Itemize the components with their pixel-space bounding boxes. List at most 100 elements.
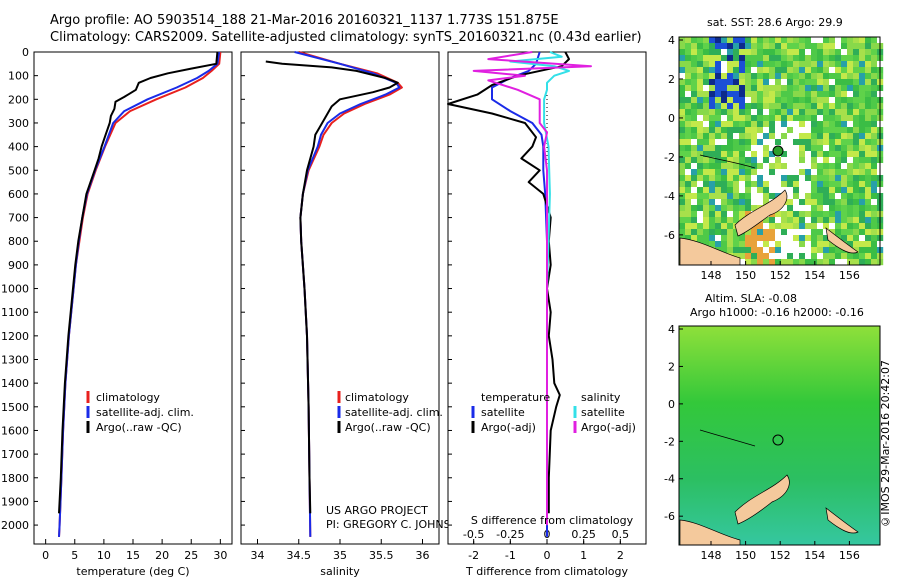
sst-cell xyxy=(739,61,746,68)
sst-cell xyxy=(811,217,818,224)
sst-cell xyxy=(703,151,710,158)
sst-cell xyxy=(679,199,686,206)
sst-cell xyxy=(739,127,746,134)
sst-cell xyxy=(805,43,812,50)
sst-cell xyxy=(685,127,692,134)
sst-cell xyxy=(757,181,764,188)
sst-cell xyxy=(685,55,692,62)
sst-cell xyxy=(745,235,752,242)
depth-tick-label: 700 xyxy=(8,212,29,225)
sst-cell xyxy=(865,145,872,152)
sst-cell xyxy=(787,97,794,104)
legend-label: Argo(..raw -QC) xyxy=(96,421,182,434)
sst-cell xyxy=(859,223,866,230)
sst-cell xyxy=(727,55,734,62)
sst-cell xyxy=(763,151,770,158)
sst-cell xyxy=(703,73,710,80)
sst-cell xyxy=(739,85,746,92)
sst-cell xyxy=(853,133,860,140)
sst-cell xyxy=(865,85,872,92)
sst-cell xyxy=(859,169,866,176)
sst-cell xyxy=(751,157,758,164)
sst-cell xyxy=(751,133,758,140)
sst-cell xyxy=(751,97,758,104)
sst-cell xyxy=(691,145,698,152)
sst-cell xyxy=(739,181,746,188)
temperature-xlabel: temperature (deg C) xyxy=(76,565,189,578)
sst-cell xyxy=(829,211,836,218)
sst-cell xyxy=(793,259,800,266)
sst-cell xyxy=(823,163,830,170)
sst-cell xyxy=(757,109,764,116)
sst-cell xyxy=(823,73,830,80)
sst-cell xyxy=(697,157,704,164)
sst-cell xyxy=(685,61,692,68)
sst-cell xyxy=(859,109,866,116)
sst-cell xyxy=(691,37,698,44)
sst-cell xyxy=(799,175,806,182)
sst-cell xyxy=(721,127,728,134)
sst-cell xyxy=(751,85,758,92)
sst-cell xyxy=(751,43,758,50)
depth-tick-label: 400 xyxy=(8,141,29,154)
sst-cell xyxy=(763,115,770,122)
sst-cell xyxy=(739,37,746,44)
bougainville-island xyxy=(825,227,859,254)
sst-cell xyxy=(739,199,746,206)
sst-cell xyxy=(763,175,770,182)
sst-cell xyxy=(685,169,692,176)
sst-cell xyxy=(727,91,734,98)
sst-cell xyxy=(685,223,692,230)
sst-cell xyxy=(709,175,716,182)
depth-tick-label: 800 xyxy=(8,235,29,248)
sla-map-title: Altim. SLA: -0.08 xyxy=(705,292,798,305)
sst-cell xyxy=(721,49,728,56)
sst-cell xyxy=(781,175,788,182)
sst-cell xyxy=(847,145,854,152)
lon-tick-label: 148 xyxy=(701,269,722,282)
sst-cell xyxy=(811,187,818,194)
sst-cell xyxy=(721,79,728,86)
sst-cell xyxy=(727,157,734,164)
sst-cell xyxy=(769,175,776,182)
sst-cell xyxy=(865,259,872,266)
sst-cell xyxy=(841,85,848,92)
sst-cell xyxy=(721,211,728,218)
sst-cell xyxy=(829,79,836,86)
sst-cell xyxy=(739,187,746,194)
sst-cell xyxy=(679,121,686,128)
sst-cell xyxy=(871,163,878,170)
sst-cell xyxy=(703,121,710,128)
sst-cell xyxy=(763,169,770,176)
sst-cell xyxy=(715,79,722,86)
sst-cell xyxy=(709,139,716,146)
sst-cell xyxy=(817,181,824,188)
sst-cell xyxy=(871,241,878,248)
sst-cell xyxy=(847,49,854,56)
sst-cell xyxy=(769,241,776,248)
sst-cell xyxy=(835,133,842,140)
sst-cell xyxy=(703,37,710,44)
sst-cell xyxy=(769,139,776,146)
sst-cell xyxy=(709,151,716,158)
sst-cell xyxy=(853,169,860,176)
sst-cell xyxy=(793,169,800,176)
sst-cell xyxy=(751,55,758,62)
sst-cell xyxy=(757,121,764,128)
salinity-legend: climatology satellite-adj. clim. Argo(..… xyxy=(337,391,443,434)
sst-cell xyxy=(775,37,782,44)
sst-cell xyxy=(787,259,794,266)
sst-cell xyxy=(799,103,806,110)
sst-cell xyxy=(787,253,794,260)
sst-cell xyxy=(853,61,860,68)
sst-cell xyxy=(871,85,878,92)
sst-cell xyxy=(829,103,836,110)
sst-cell xyxy=(817,139,824,146)
sst-cell xyxy=(757,115,764,122)
sst-cell xyxy=(829,229,836,236)
sst-cell xyxy=(697,73,704,80)
sst-cell xyxy=(775,85,782,92)
height-map-title: Argo h1000: -0.16 h2000: -0.16 xyxy=(690,306,864,319)
sst-cell xyxy=(763,163,770,170)
sst-cell xyxy=(769,85,776,92)
